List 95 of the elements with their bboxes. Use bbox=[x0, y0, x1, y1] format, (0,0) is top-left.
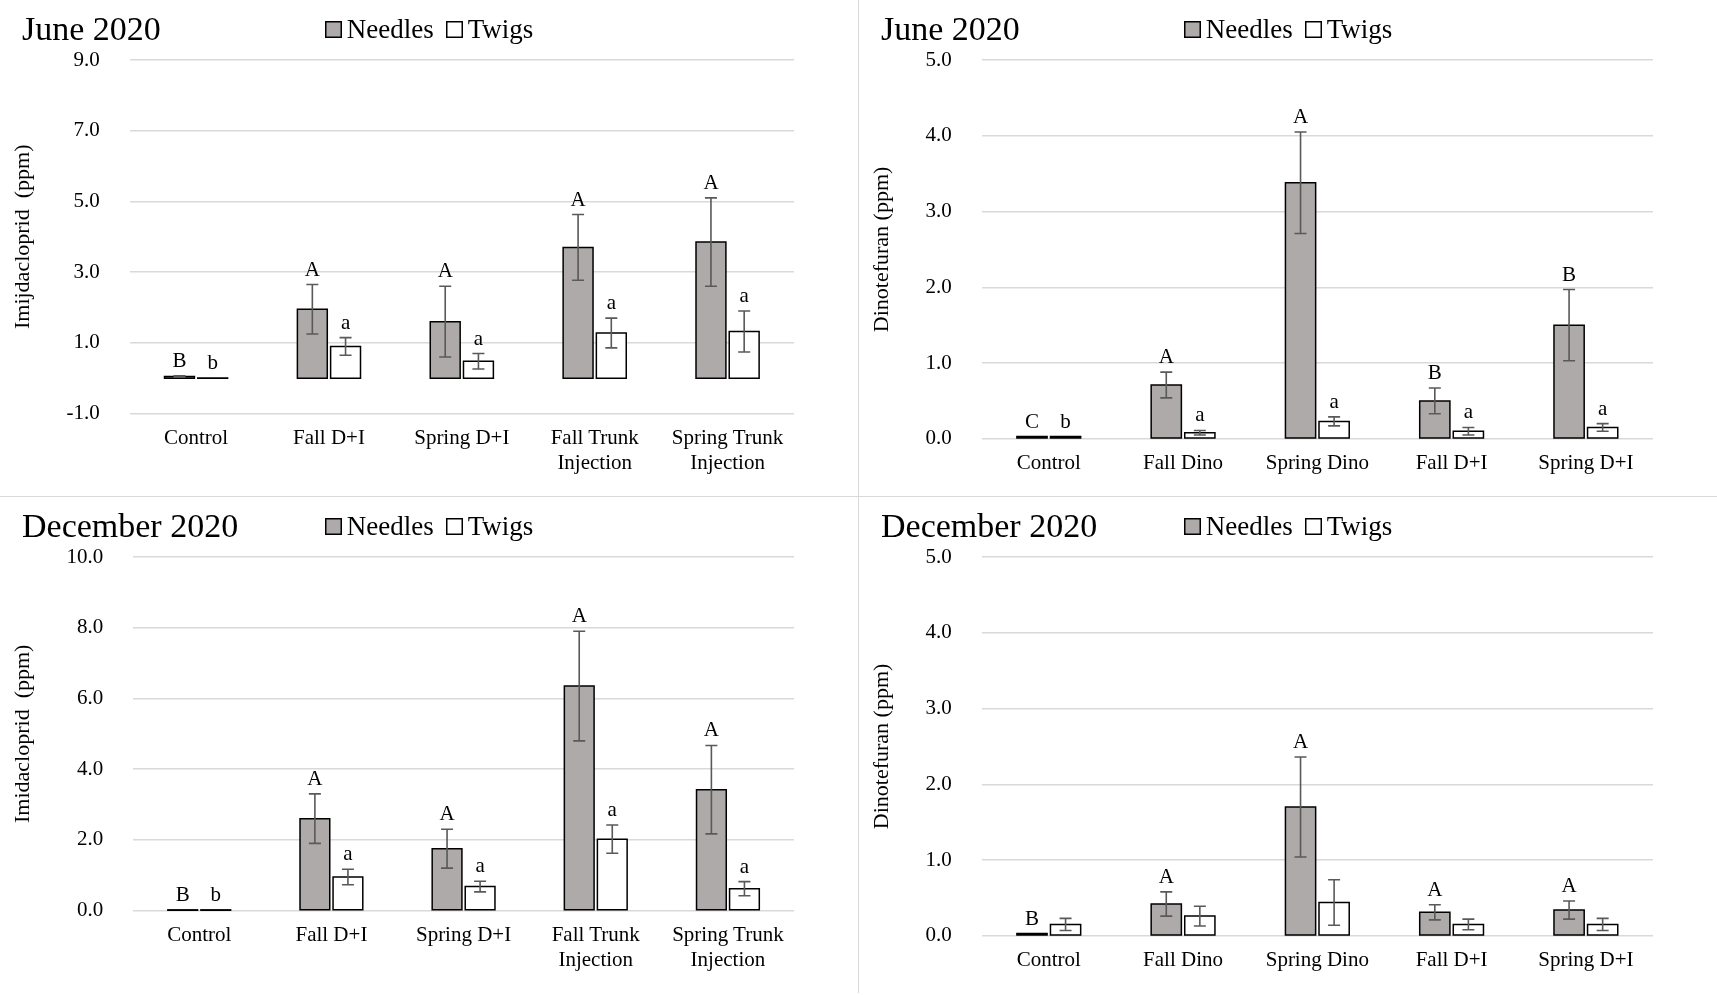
annotation: A bbox=[1158, 863, 1175, 888]
x-tick-label: Spring D+I bbox=[414, 424, 510, 449]
annotation: A bbox=[570, 186, 587, 211]
annotation: B bbox=[1024, 905, 1040, 930]
y-tick-label: 4.0 bbox=[925, 122, 952, 147]
legend-label: Twigs bbox=[1326, 511, 1393, 541]
annotation: a bbox=[1597, 395, 1608, 420]
annotation: A bbox=[703, 169, 720, 194]
y-axis-title: Imijdacloprid (ppm) bbox=[8, 144, 34, 330]
y-tick-label: 8.0 bbox=[76, 614, 104, 639]
y-tick-label: 0.0 bbox=[925, 922, 952, 947]
chart-title: December 2020 bbox=[881, 507, 1098, 545]
annotation: A bbox=[571, 603, 588, 628]
chart-title: June 2020 bbox=[881, 10, 1020, 48]
x-tick-label: Spring Trunk Injection bbox=[672, 921, 785, 971]
annotation: a bbox=[473, 325, 484, 350]
annotation: b bbox=[210, 882, 222, 907]
y-tick-label: 1.0 bbox=[73, 329, 100, 354]
annotation: a bbox=[606, 290, 617, 315]
annotation: A bbox=[1427, 876, 1444, 901]
annotation: a bbox=[607, 797, 618, 822]
x-tick-label: Spring Dino bbox=[1265, 946, 1369, 971]
legend-label: Twigs bbox=[467, 511, 534, 541]
annotation: A bbox=[1158, 344, 1175, 369]
annotation: A bbox=[437, 258, 454, 283]
x-tick-label: Spring Dino bbox=[1265, 449, 1369, 474]
annotation: A bbox=[307, 765, 324, 790]
y-tick-label: 7.0 bbox=[73, 117, 100, 142]
annotation: B bbox=[172, 347, 187, 372]
annotation: C bbox=[1024, 408, 1040, 433]
x-tick-label: Spring D+I bbox=[415, 921, 512, 946]
x-tick-label: Spring D+I bbox=[1538, 449, 1634, 474]
y-tick-label: 1.0 bbox=[925, 349, 952, 374]
annotation: a bbox=[343, 841, 354, 866]
annotation: a bbox=[1463, 399, 1474, 424]
y-tick-label: 2.0 bbox=[925, 273, 952, 298]
y-axis-title: Dinotefuran (ppm) bbox=[867, 166, 893, 333]
x-tick-label: Spring Trunk Injection bbox=[671, 424, 784, 474]
y-tick-label: 5.0 bbox=[925, 543, 952, 568]
annotation: A bbox=[1292, 103, 1309, 128]
y-tick-label: 4.0 bbox=[76, 755, 104, 780]
y-tick-label: 2.0 bbox=[76, 826, 104, 851]
chart-title: June 2020 bbox=[22, 10, 161, 48]
x-tick-label: Fall D+I bbox=[1415, 449, 1488, 474]
y-tick-label: 5.0 bbox=[925, 46, 952, 71]
x-tick-label: Spring D+I bbox=[1538, 946, 1634, 971]
x-tick-label: Fall Trunk Injection bbox=[551, 921, 641, 971]
x-tick-label: Control bbox=[1016, 449, 1082, 474]
y-tick-label: 3.0 bbox=[73, 258, 100, 283]
annotation: b bbox=[207, 349, 218, 374]
x-tick-label: Fall D+I bbox=[295, 921, 368, 946]
y-tick-label: 0.0 bbox=[76, 897, 104, 922]
x-tick-label: Fall Trunk Injection bbox=[550, 424, 640, 474]
chart-title: December 2020 bbox=[22, 507, 239, 545]
legend-label: Twigs bbox=[467, 14, 534, 44]
annotation: A bbox=[439, 801, 456, 826]
x-tick-label: Control bbox=[1016, 946, 1082, 971]
annotation: B bbox=[175, 882, 190, 907]
y-tick-label: -1.0 bbox=[66, 400, 100, 425]
y-tick-label: 6.0 bbox=[76, 684, 104, 709]
y-tick-label: 9.0 bbox=[73, 46, 100, 71]
x-tick-label: Fall D+I bbox=[1415, 946, 1488, 971]
x-tick-label: Control bbox=[167, 921, 232, 946]
annotation: a bbox=[1195, 402, 1206, 427]
annotation: a bbox=[1329, 388, 1340, 413]
annotation: a bbox=[475, 853, 486, 878]
x-tick-label: Fall Dino bbox=[1143, 946, 1224, 971]
y-tick-label: 4.0 bbox=[925, 619, 952, 644]
x-tick-label: Fall D+I bbox=[292, 424, 365, 449]
annotation: A bbox=[1292, 729, 1309, 754]
legend-label: Needles bbox=[1205, 511, 1293, 541]
legend-label: Needles bbox=[346, 14, 434, 44]
annotation: b bbox=[1060, 408, 1071, 433]
y-tick-label: 0.0 bbox=[925, 425, 952, 450]
legend-label: Needles bbox=[346, 511, 434, 541]
y-tick-label: 1.0 bbox=[925, 846, 952, 871]
legend-label: Twigs bbox=[1326, 14, 1393, 44]
annotation: A bbox=[304, 256, 321, 281]
annotation: B bbox=[1427, 360, 1442, 385]
x-tick-label: Control bbox=[163, 424, 229, 449]
x-tick-label: Fall Dino bbox=[1143, 449, 1224, 474]
legend-label: Needles bbox=[1205, 14, 1293, 44]
annotation: a bbox=[739, 853, 750, 878]
y-tick-label: 5.0 bbox=[73, 187, 100, 212]
y-tick-label: 3.0 bbox=[925, 198, 952, 223]
annotation: A bbox=[703, 717, 720, 742]
y-tick-label: 10.0 bbox=[66, 543, 104, 568]
annotation: A bbox=[1561, 872, 1578, 897]
annotation: a bbox=[340, 309, 351, 334]
y-tick-label: 2.0 bbox=[925, 770, 952, 795]
y-axis-title: Imidacloprid (ppm) bbox=[8, 644, 34, 823]
y-tick-label: 3.0 bbox=[925, 695, 952, 720]
y-axis-title: Dinotefuran (ppm) bbox=[867, 663, 893, 830]
annotation: a bbox=[739, 283, 750, 308]
annotation: B bbox=[1562, 261, 1577, 286]
